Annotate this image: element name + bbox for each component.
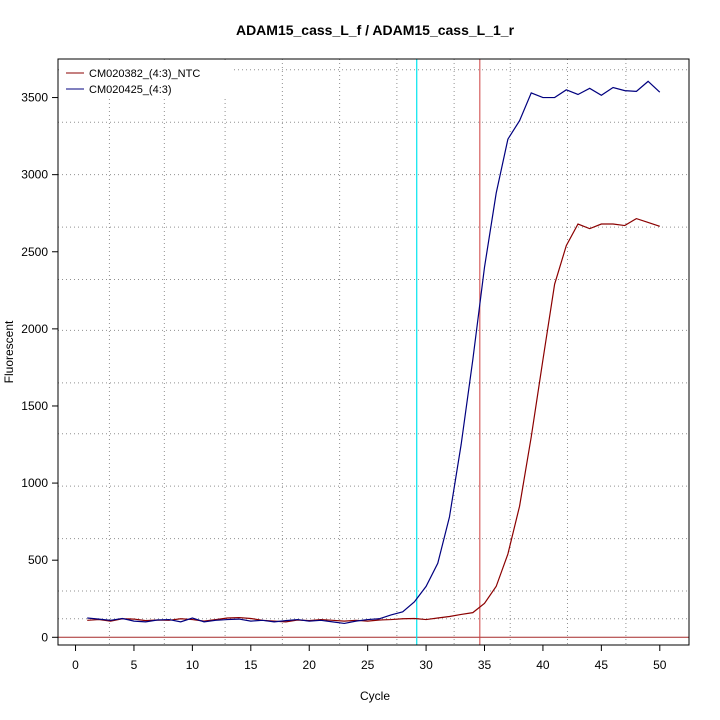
legend: CM020382_(4:3)_NTC CM020425_(4:3) [61,62,231,98]
legend-label-series-2: CM020425_(4:3) [89,84,172,96]
y-tick-label-1000: 1000 [21,476,48,490]
legend-label-series-1: CM020382_(4:3)_NTC [89,68,200,80]
x-tick-label-50: 50 [653,658,667,672]
x-tick-label-25: 25 [361,658,375,672]
x-tick-label-45: 45 [595,658,609,672]
y-tick-label-1500: 1500 [21,399,48,413]
x-tick-label-10: 10 [186,658,200,672]
series-line-2 [87,80,661,625]
x-tick-label-40: 40 [536,658,550,672]
chart-title: ADAM15_cass_L_f / ADAM15_cass_L_1_r [236,22,515,38]
x-tick-label-20: 20 [303,658,317,672]
x-tick-label-35: 35 [478,658,492,672]
x-axis: 0 5 10 15 20 25 30 35 40 45 50 [72,645,667,672]
y-axis: 0 500 1000 1500 2000 2500 3000 3500 [21,91,58,644]
legend-box [61,62,231,98]
plot-frame [57,58,690,646]
x-axis-title: Cycle [360,689,390,703]
y-tick-label-0: 0 [41,630,48,644]
y-tick-label-3000: 3000 [21,168,48,182]
series-lines [87,80,661,625]
x-tick-label-5: 5 [131,658,138,672]
y-tick-label-2500: 2500 [21,245,48,259]
x-tick-label-15: 15 [244,658,258,672]
y-axis-title: Fluorescent [2,320,16,383]
y-tick-label-3500: 3500 [21,91,48,105]
x-tick-label-0: 0 [72,658,79,672]
y-tick-label-500: 500 [28,553,48,567]
x-tick-label-30: 30 [419,658,433,672]
y-tick-label-2000: 2000 [21,322,48,336]
reference-lines [58,59,689,645]
grid-lines [58,59,689,645]
series-line-1 [87,217,660,623]
